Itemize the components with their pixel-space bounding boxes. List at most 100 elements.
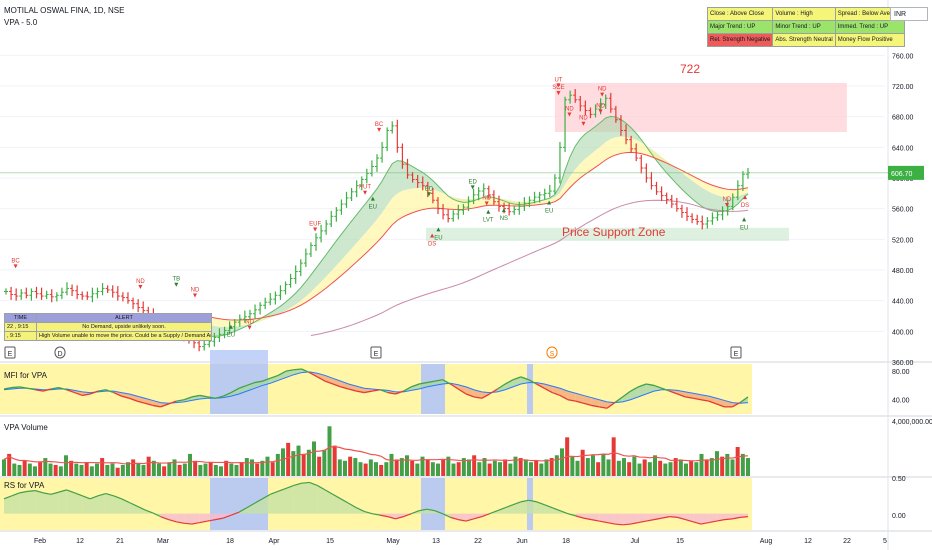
rs-line <box>575 515 584 519</box>
rs-line <box>442 513 451 518</box>
mfi-fill <box>270 375 279 384</box>
volume-bar <box>715 451 719 476</box>
alert-row-time: , 9:15 <box>4 331 37 341</box>
signal-marker-down <box>377 127 382 132</box>
rs-fill <box>90 495 98 514</box>
volume-bar <box>89 466 94 476</box>
volume-bar <box>472 455 477 476</box>
mfi-line <box>176 399 185 402</box>
volume-bar <box>348 456 353 476</box>
volume-bar <box>461 458 466 476</box>
rs-line <box>458 519 467 522</box>
signal-label: ND <box>245 320 254 326</box>
volume-bar <box>379 464 384 476</box>
status-cell: Major Trend : UP <box>706 20 774 34</box>
rs-line <box>512 501 522 506</box>
rs-line <box>395 516 404 520</box>
rs-fill <box>301 482 310 514</box>
signal-label: EU <box>434 235 442 241</box>
rs-line <box>450 516 459 521</box>
rs-line <box>230 511 240 516</box>
mfi-line <box>183 396 193 401</box>
volume-bar <box>415 463 420 476</box>
volume-bar <box>48 463 53 476</box>
volume-bar <box>33 466 37 476</box>
volume-bar <box>270 462 275 476</box>
rs-line <box>11 492 20 497</box>
signal-marker-down <box>247 325 252 330</box>
rs-line <box>191 521 200 525</box>
x-tick-label: Jul <box>631 538 640 545</box>
rs-line <box>669 516 678 518</box>
rs-fill <box>82 495 91 514</box>
rs-fill <box>332 494 341 514</box>
volume-bar <box>668 462 673 476</box>
volume-bar <box>678 459 683 476</box>
mfi-line <box>230 387 240 394</box>
mfi-line <box>42 388 52 392</box>
support-zone-label: Price Support Zone <box>562 225 666 239</box>
mfi-fill <box>638 384 647 397</box>
rs-line <box>176 521 185 524</box>
mfi-line <box>614 396 624 404</box>
mfi-line <box>160 403 169 408</box>
volume-bar <box>157 463 161 476</box>
rs-line <box>434 510 443 515</box>
mfi-line <box>301 368 310 374</box>
x-tick-label: Jun <box>516 538 527 545</box>
mfi-line <box>536 383 545 389</box>
volume-bar <box>203 463 208 476</box>
rs-line <box>599 520 608 524</box>
volume-bar <box>146 456 151 476</box>
rs-line <box>653 517 662 521</box>
rs-line <box>277 487 287 492</box>
volume-bar <box>131 459 136 476</box>
volume-bar <box>105 464 110 476</box>
rs-line <box>332 493 342 500</box>
rs-line <box>371 513 381 516</box>
rs-fill <box>348 503 357 514</box>
rs-line <box>3 495 13 500</box>
signal-label: ND <box>482 195 491 201</box>
signal-label: EUF <box>309 222 321 228</box>
mfi-line <box>285 369 294 372</box>
mfi-line <box>207 396 216 399</box>
rs-fill <box>309 482 318 514</box>
volume-bar <box>213 464 218 476</box>
status-cell: Rel. Strength Negative <box>706 33 774 47</box>
volume-bar <box>601 453 606 476</box>
rs-tick-label: 0.00 <box>892 513 906 520</box>
mfi-line <box>528 379 537 385</box>
volume-bar <box>291 451 296 476</box>
volume-bar <box>554 455 559 476</box>
volume-bar <box>363 463 368 476</box>
status-matrix: Close : Above Close Volume : High Spread :… <box>706 7 906 47</box>
volume-bar <box>699 453 704 476</box>
mfi-line <box>700 399 709 402</box>
mfi-line <box>340 386 349 390</box>
currency-label[interactable]: INR <box>890 7 928 21</box>
rs-line <box>199 520 208 524</box>
volume-bar <box>12 463 17 476</box>
event-marker <box>370 346 382 359</box>
support-zone <box>426 227 789 241</box>
volume-bar <box>529 462 533 476</box>
volume-bar <box>740 453 745 476</box>
rs-fill <box>630 513 639 525</box>
x-tick-label: 5 <box>883 538 887 545</box>
mfi-line <box>442 379 451 385</box>
rs-line <box>740 516 749 518</box>
rs-line <box>622 523 631 526</box>
rs-line <box>716 519 725 522</box>
event-marker-label: E <box>374 351 379 358</box>
rs-line <box>160 516 169 521</box>
rs-line <box>43 492 52 495</box>
mfi-line <box>716 403 725 408</box>
rs-line <box>35 490 44 494</box>
signal-marker-down <box>598 109 603 114</box>
mfi-line <box>434 379 443 382</box>
status-cell: Close : Above Close <box>706 7 774 21</box>
mfi-line <box>465 393 475 398</box>
volume-bar <box>441 459 446 476</box>
rs-fill <box>4 495 12 514</box>
